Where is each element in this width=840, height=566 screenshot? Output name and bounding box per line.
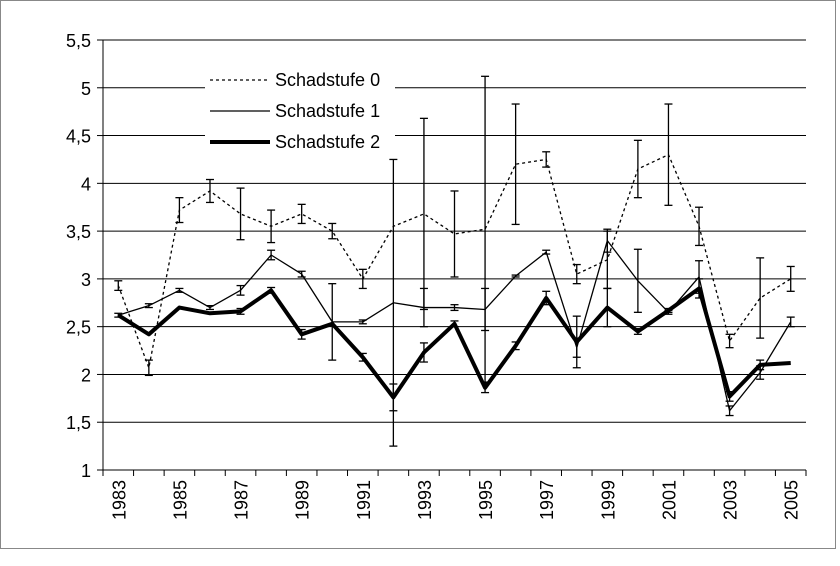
y-tick-label: 1 (81, 461, 91, 481)
error-bar (419, 342, 428, 363)
y-tick-label: 5,5 (66, 31, 91, 51)
error-bar (328, 222, 337, 240)
error-bar (542, 151, 551, 168)
error-bar (664, 103, 673, 206)
error-bar (695, 278, 704, 299)
x-tick-label: 1983 (109, 480, 129, 520)
line-series (117, 154, 792, 369)
error-bar (542, 249, 551, 255)
x-tick-label: 1985 (170, 480, 190, 520)
error-bar (358, 352, 367, 362)
error-bar (389, 383, 398, 412)
error-bar (756, 257, 765, 339)
y-tick-label: 1,5 (66, 413, 91, 433)
error-bar (297, 203, 306, 225)
legend-label: Schadstufe 2 (275, 132, 380, 152)
y-tick-label: 5 (81, 79, 91, 99)
error-bar (481, 287, 490, 332)
error-bar (725, 405, 734, 417)
error-bar (572, 315, 581, 369)
error-bar (297, 328, 306, 340)
error-bar (236, 187, 245, 241)
error-bar (695, 206, 704, 247)
error-bar (205, 304, 214, 311)
y-tick-label: 3 (81, 270, 91, 290)
y-tick-label: 2 (81, 365, 91, 385)
x-tick-label: 2001 (659, 480, 679, 520)
error-bar (450, 304, 459, 312)
error-bar (358, 268, 367, 290)
error-bar (603, 228, 612, 253)
error-bar (419, 287, 428, 328)
error-bar (144, 359, 153, 377)
error-bar (175, 287, 184, 293)
error-bar (267, 209, 276, 244)
error-bar (450, 320, 459, 328)
error-bar (664, 307, 673, 313)
error-bar (572, 263, 581, 285)
error-bar (633, 327, 642, 335)
error-bar (725, 390, 734, 402)
error-bar (542, 290, 551, 306)
legend-label: Schadstufe 0 (275, 70, 380, 90)
error-bar (725, 333, 734, 349)
error-bar (786, 316, 795, 328)
error-bar (175, 197, 184, 224)
error-bar (267, 249, 276, 261)
error-bar (481, 382, 490, 394)
error-bar (511, 274, 520, 278)
x-tick-label: 1997 (537, 480, 557, 520)
x-tick-label: 2003 (721, 480, 741, 520)
y-tick-label: 2,5 (66, 318, 91, 338)
error-bar (205, 178, 214, 204)
error-bar (511, 103, 520, 226)
error-bar (633, 139, 642, 199)
error-bar (756, 359, 765, 371)
error-bar (786, 265, 795, 292)
x-tick-label: 1987 (232, 480, 252, 520)
error-bar (511, 341, 520, 351)
error-bar (358, 319, 367, 325)
error-bar (297, 270, 306, 278)
x-tick-label: 1999 (598, 480, 618, 520)
error-bar (144, 303, 153, 309)
error-bar (450, 190, 459, 278)
chart-frame (0, 0, 836, 549)
y-tick-label: 4,5 (66, 127, 91, 147)
x-tick-label: 1991 (354, 480, 374, 520)
legend-label: Schadstufe 1 (275, 101, 380, 121)
x-tick-label: 1989 (293, 480, 313, 520)
x-tick-label: 1993 (415, 480, 435, 520)
error-bar (603, 287, 612, 328)
x-tick-label: 1995 (476, 480, 496, 520)
y-tick-label: 3,5 (66, 222, 91, 242)
x-tick-label: 2005 (782, 480, 802, 520)
error-bar (114, 280, 123, 292)
y-tick-label: 4 (81, 174, 91, 194)
error-bar (236, 307, 245, 315)
error-bar (633, 248, 642, 313)
error-bar (267, 286, 276, 294)
error-bar (236, 284, 245, 296)
